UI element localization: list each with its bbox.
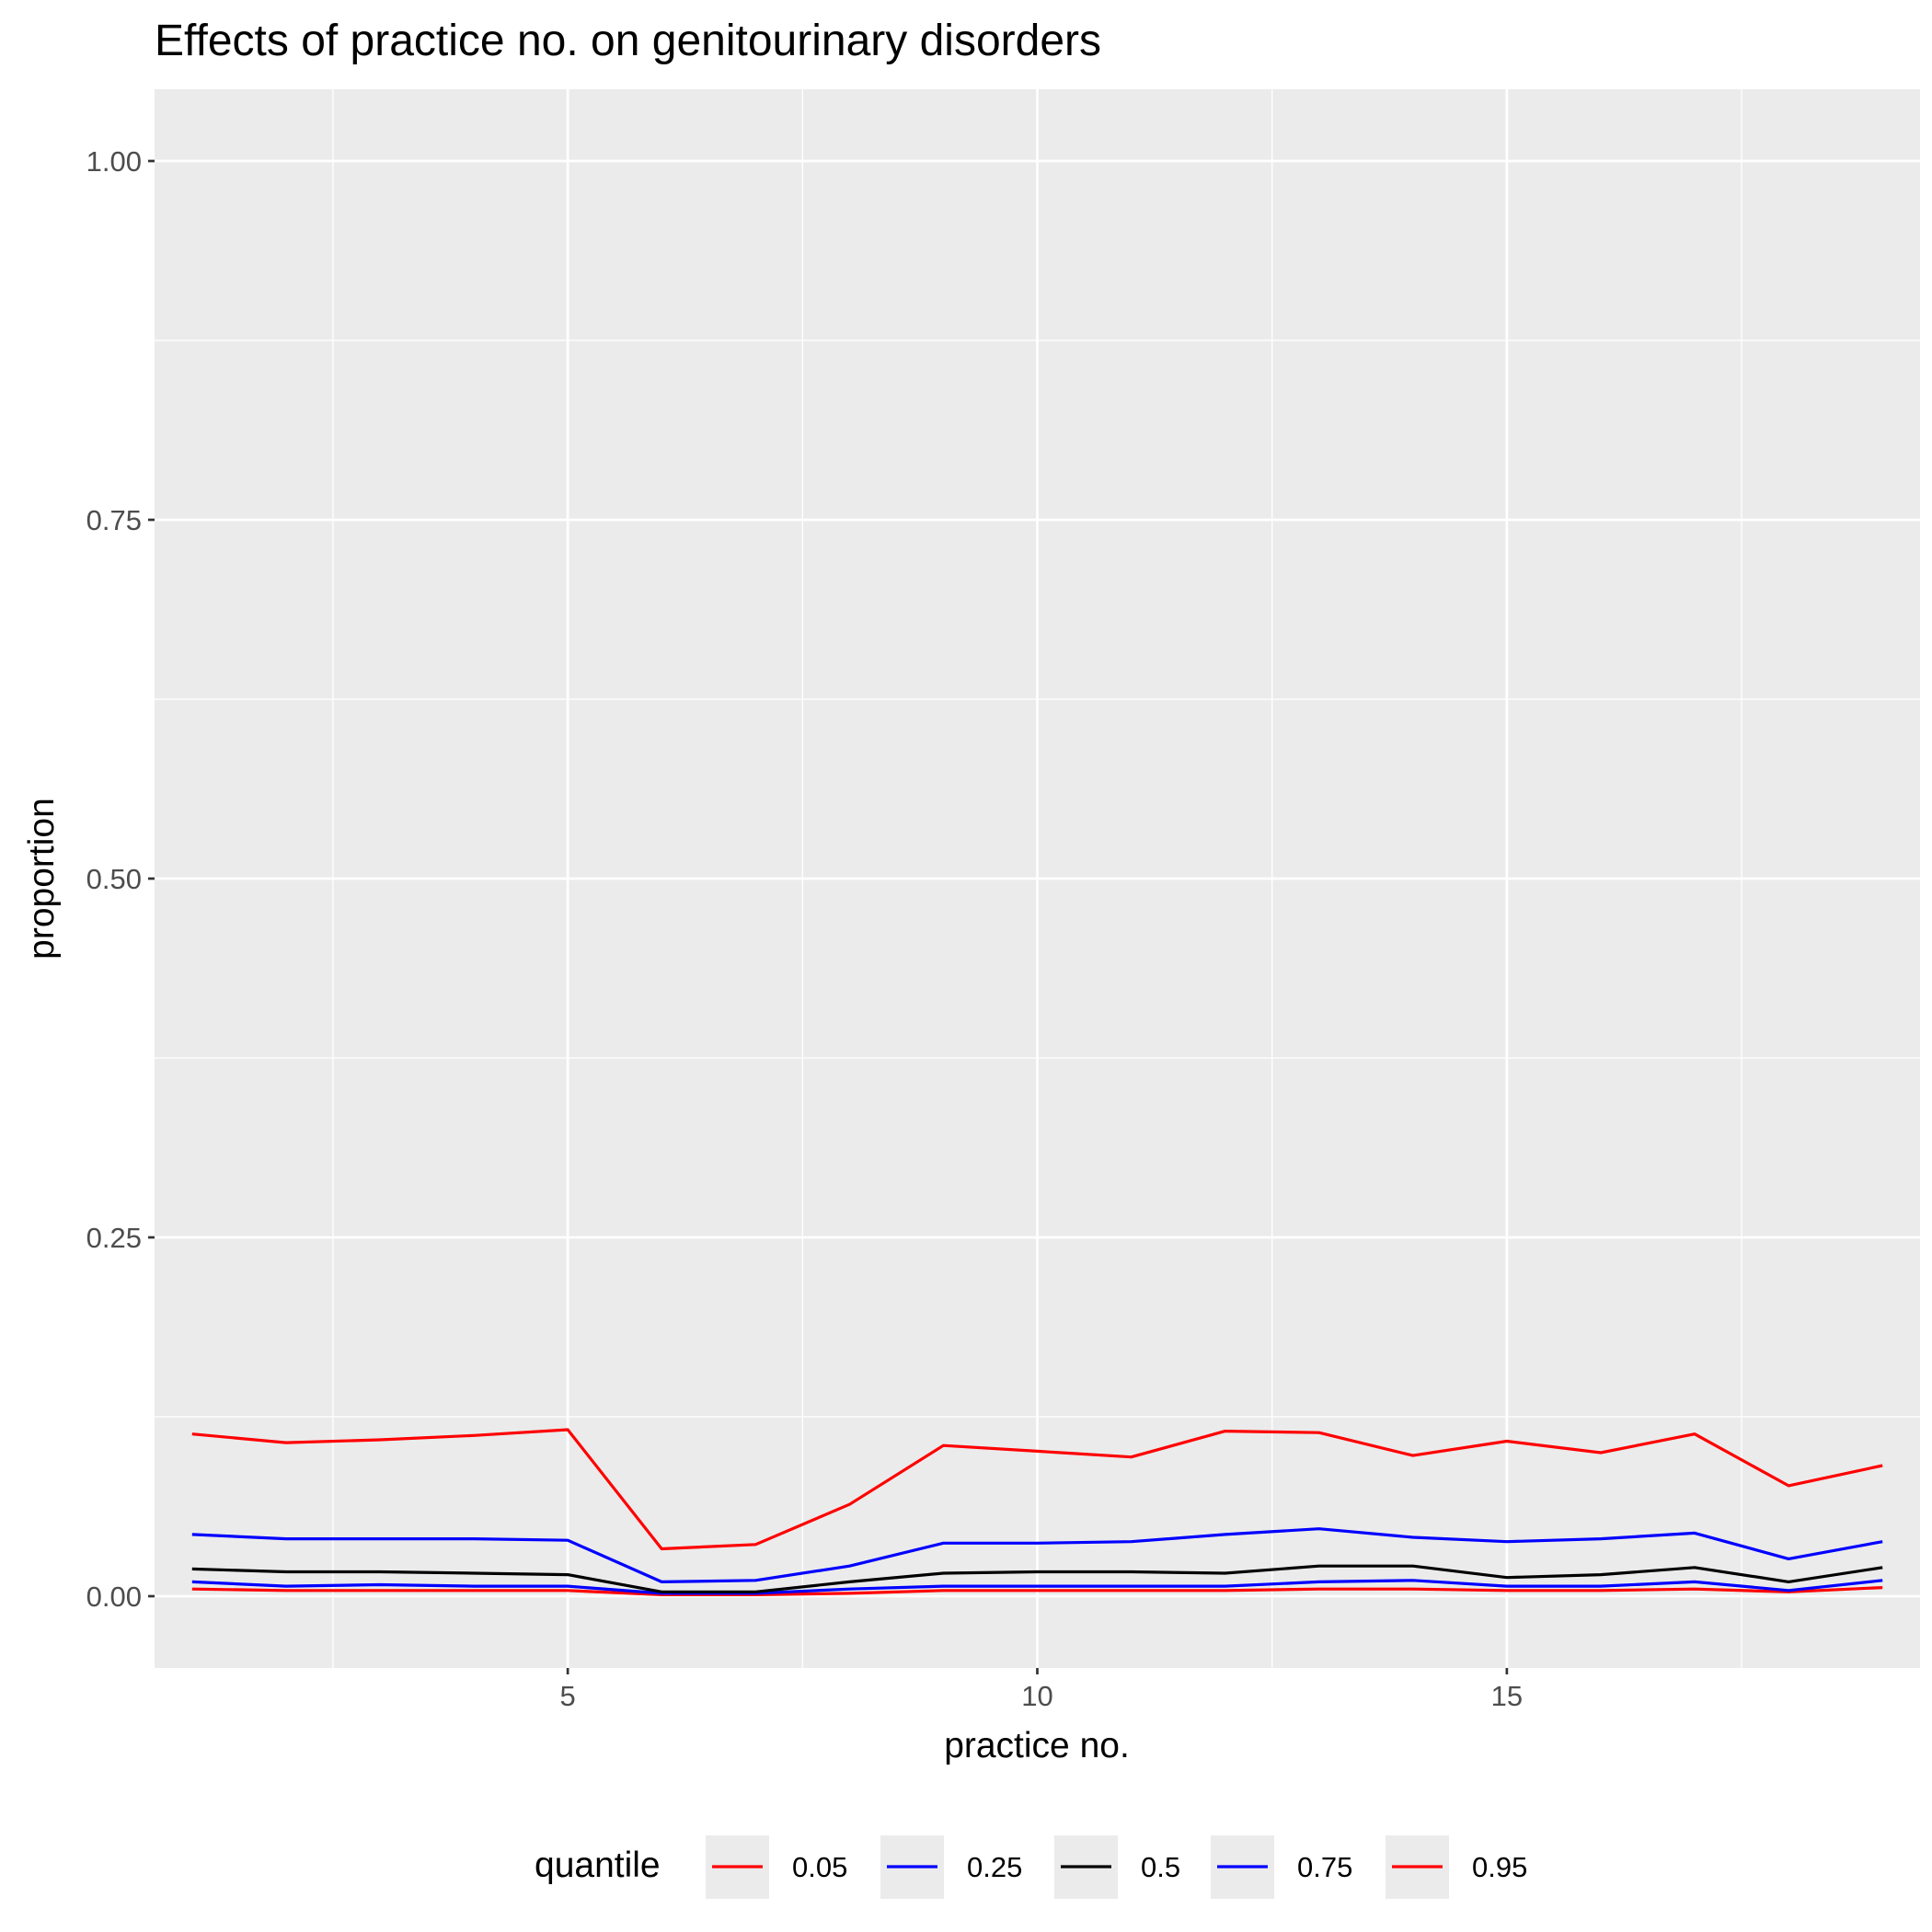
y-axis-title: proportion xyxy=(22,798,62,960)
legend-label: 0.05 xyxy=(792,1851,847,1883)
x-tick-label: 5 xyxy=(560,1680,576,1712)
series-line-0.75 xyxy=(191,1527,1883,1584)
series-line-0.05 xyxy=(191,1586,1883,1597)
series-line-0.25 xyxy=(191,1579,1883,1595)
y-tick-label: 1.00 xyxy=(86,145,142,178)
x-axis-title: practice no. xyxy=(944,1726,1130,1765)
y-axis: 0.00 0.25 0.50 0.75 1.00 xyxy=(86,145,155,1613)
legend-title: quantile xyxy=(535,1846,661,1885)
series-line-0.95 xyxy=(191,1428,1883,1551)
legend-label: 0.5 xyxy=(1141,1851,1180,1883)
legend-label: 0.75 xyxy=(1297,1851,1352,1883)
legend: quantile 0.05 0.25 0.5 0.75 0.95 xyxy=(535,1835,1527,1899)
legend-label: 0.25 xyxy=(967,1851,1022,1883)
x-axis: 5 10 15 xyxy=(560,1668,1523,1712)
major-gridlines xyxy=(155,89,1920,1668)
y-tick-label: 0.25 xyxy=(86,1222,142,1254)
chart-title: Effects of practice no. on genitourinary… xyxy=(155,17,1101,65)
x-tick-label: 15 xyxy=(1491,1680,1523,1712)
series-line-0.5 xyxy=(191,1564,1883,1593)
y-tick-label: 0.00 xyxy=(86,1581,142,1613)
legend-label: 0.95 xyxy=(1472,1851,1527,1883)
series-lines xyxy=(191,1428,1883,1597)
y-tick-label: 0.50 xyxy=(86,863,142,895)
x-tick-label: 10 xyxy=(1021,1680,1052,1712)
y-tick-label: 0.75 xyxy=(86,504,142,536)
